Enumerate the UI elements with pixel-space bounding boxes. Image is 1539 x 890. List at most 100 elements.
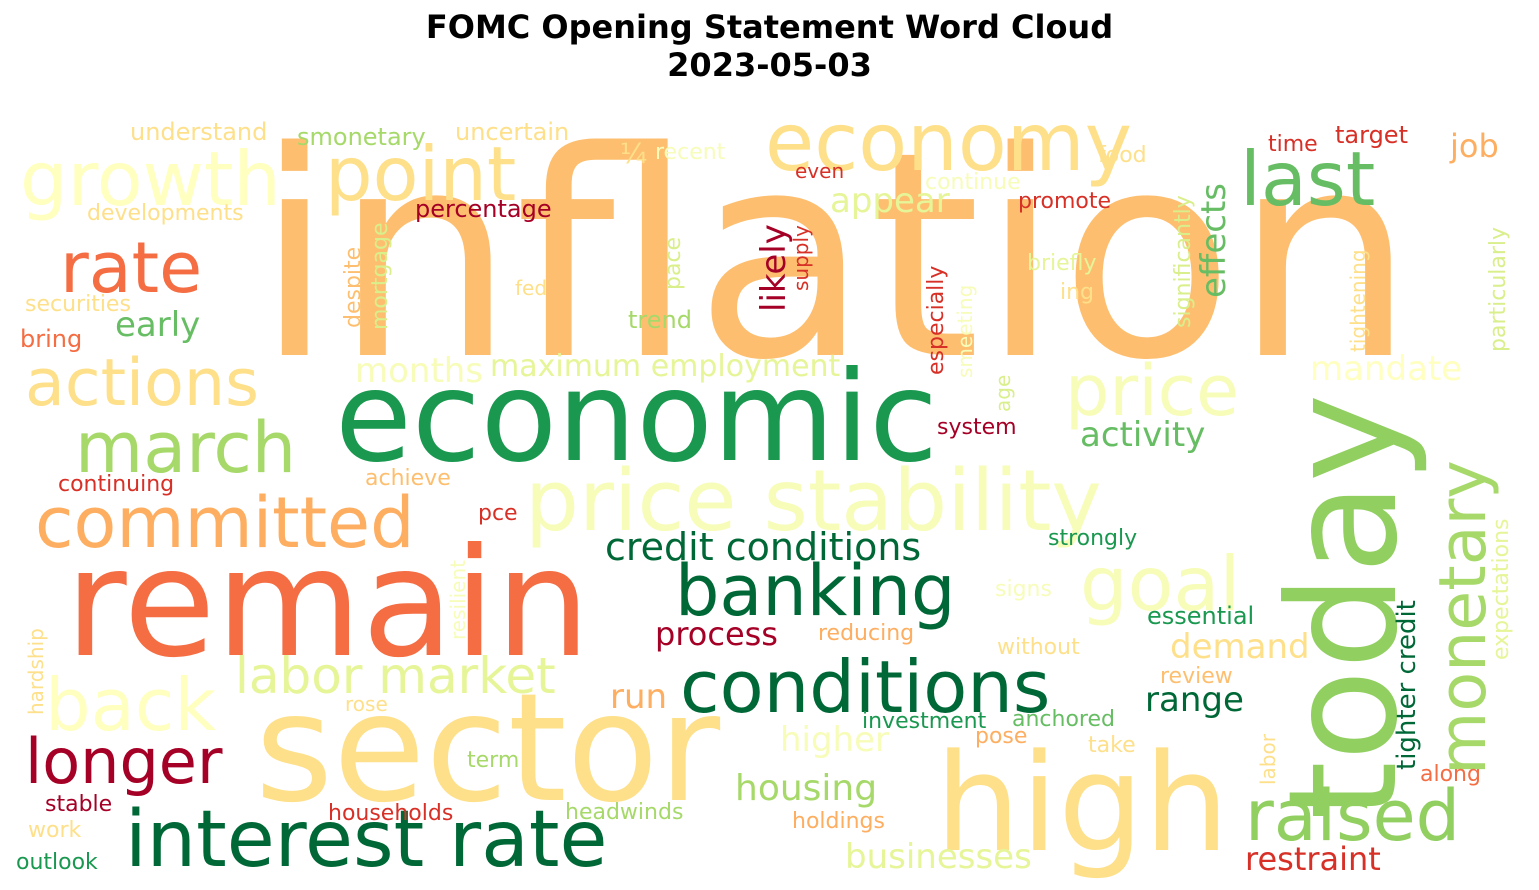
word-63: fed bbox=[515, 276, 547, 300]
word-78: strongly bbox=[1048, 526, 1137, 551]
word-18: goal bbox=[1080, 540, 1240, 628]
word-71: briefly bbox=[1027, 251, 1097, 276]
word-57: smonetary bbox=[297, 123, 426, 151]
word-44: expectations bbox=[1489, 519, 1514, 660]
word-76: continuing bbox=[58, 472, 174, 497]
word-85: hardship bbox=[24, 628, 48, 715]
word-80: resilient bbox=[446, 560, 470, 640]
word-15: committed bbox=[35, 482, 415, 564]
word-56: uncertain bbox=[455, 118, 569, 146]
word-14: march bbox=[75, 407, 296, 489]
word-12: actions bbox=[25, 346, 259, 421]
word-82: reducing bbox=[818, 621, 914, 646]
word-29: mandate bbox=[1310, 349, 1462, 389]
word-51: promote bbox=[1018, 189, 1111, 214]
word-67: mortgage bbox=[368, 222, 393, 330]
word-68: supply bbox=[789, 225, 813, 291]
word-79: signs bbox=[995, 577, 1052, 602]
word-31: effects bbox=[1194, 183, 1234, 298]
word-86: rose bbox=[345, 692, 388, 716]
word-90: take bbox=[1088, 733, 1136, 758]
word-74: system bbox=[937, 415, 1017, 440]
word-7: economy bbox=[765, 96, 1132, 189]
word-73: age bbox=[991, 375, 1015, 412]
word-95: households bbox=[328, 801, 453, 826]
word-16: monetary bbox=[1426, 460, 1501, 775]
word-50: food bbox=[1098, 143, 1147, 168]
word-3: sector bbox=[255, 662, 720, 836]
word-2: remain bbox=[65, 517, 590, 691]
word-41: restraint bbox=[1245, 840, 1381, 878]
word-0: inflation bbox=[255, 91, 1415, 423]
word-38: housing bbox=[735, 768, 877, 809]
word-5: high bbox=[935, 725, 1229, 882]
word-17: banking bbox=[675, 550, 955, 632]
word-25: credit conditions bbox=[605, 525, 921, 569]
word-43: tighter credit bbox=[1392, 600, 1422, 770]
word-1: economic bbox=[335, 345, 938, 490]
word-19: conditions bbox=[680, 645, 1050, 729]
chart-subtitle: 2023-05-03 bbox=[667, 46, 872, 84]
word-37: run bbox=[610, 677, 667, 717]
word-89: pose bbox=[975, 724, 1027, 749]
word-92: labor bbox=[1256, 733, 1280, 785]
word-40: businesses bbox=[845, 837, 1032, 877]
word-4: today bbox=[1257, 394, 1431, 821]
word-87: investment bbox=[862, 709, 987, 734]
word-39: higher bbox=[780, 720, 889, 760]
word-69: especially bbox=[924, 266, 949, 375]
word-65: pace bbox=[661, 237, 686, 290]
word-6: price stability bbox=[525, 452, 1102, 551]
word-9: point bbox=[325, 130, 516, 218]
word-10: last bbox=[1240, 135, 1375, 223]
word-98: work bbox=[28, 818, 81, 843]
word-84: review bbox=[1160, 664, 1233, 689]
word-22: longer bbox=[25, 725, 223, 798]
word-75: achieve bbox=[365, 466, 451, 491]
word-13: price bbox=[1065, 350, 1239, 432]
word-61: securities bbox=[25, 292, 131, 317]
word-60: percentage bbox=[415, 195, 552, 223]
word-42: job bbox=[1449, 127, 1499, 165]
word-59: developments bbox=[87, 201, 244, 226]
word-46: tightening bbox=[1346, 249, 1370, 352]
word-32: appear bbox=[830, 181, 950, 221]
word-52: continue bbox=[925, 170, 1021, 195]
chart-title: FOMC Opening Statement Word Cloud bbox=[425, 8, 1114, 46]
word-45: particularly bbox=[1486, 227, 1511, 352]
word-28: maximum employment bbox=[490, 349, 841, 384]
word-20: back bbox=[45, 663, 216, 747]
word-27: months bbox=[355, 351, 483, 391]
word-33: likely bbox=[754, 224, 794, 312]
word-97: holdings bbox=[792, 809, 885, 834]
word-49: time bbox=[1268, 132, 1318, 157]
word-64: trend bbox=[628, 306, 692, 334]
word-96: headwinds bbox=[565, 800, 683, 825]
word-91: term bbox=[467, 748, 519, 773]
word-26: activity bbox=[1080, 415, 1205, 455]
word-48: target bbox=[1335, 121, 1408, 149]
word-8: growth bbox=[20, 135, 281, 223]
word-34: early bbox=[115, 305, 200, 345]
word-66: despite bbox=[341, 247, 366, 328]
word-55: ¼ bbox=[620, 137, 647, 170]
word-83: without bbox=[997, 635, 1080, 660]
word-54: recent bbox=[655, 140, 726, 165]
word-35: process bbox=[655, 615, 778, 653]
word-72: ing bbox=[1060, 280, 1094, 305]
word-81: essential bbox=[1147, 602, 1254, 630]
word-36: range bbox=[1145, 680, 1244, 720]
chart-title-block: FOMC Opening Statement Word Cloud 2023-0… bbox=[0, 8, 1539, 84]
word-94: stable bbox=[45, 792, 112, 817]
word-77: pce bbox=[478, 501, 518, 526]
word-30: demand bbox=[1170, 627, 1310, 667]
word-99: outlook bbox=[16, 850, 98, 875]
word-11: rate bbox=[60, 227, 202, 309]
word-53: even bbox=[795, 159, 844, 183]
word-24: raised bbox=[1245, 775, 1460, 857]
word-58: understand bbox=[130, 118, 267, 146]
word-70: smeeting bbox=[953, 285, 977, 378]
word-88: anchored bbox=[1012, 707, 1115, 732]
word-21: labor market bbox=[235, 647, 556, 705]
